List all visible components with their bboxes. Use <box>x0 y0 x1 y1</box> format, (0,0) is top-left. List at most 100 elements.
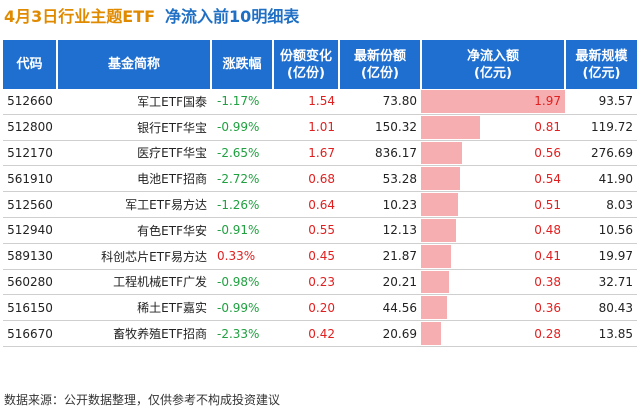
page-title: 4月3日行业主题ETF 净流入前10明细表 <box>4 4 299 30</box>
change-cell: -0.99% <box>211 294 273 322</box>
net-inflow-cell: 0.28 <box>421 320 565 347</box>
header-share-change-l1: 份额变化 <box>279 48 332 64</box>
latest-share-cell: 53.28 <box>339 165 421 193</box>
share-change-cell: 0.55 <box>273 217 339 244</box>
name-cell: 工程机械ETF广发 <box>57 269 211 296</box>
title-sub: 净流入前10明细表 <box>165 7 300 26</box>
net-inflow-cell: 1.97 <box>421 89 565 115</box>
table-row: 516150 稀土ETF嘉实 -0.99% 0.20 44.56 0.36 80.43 <box>3 294 637 322</box>
header-net-inflow: 净流入额 (亿元) <box>421 40 566 89</box>
table-row: 589130 科创芯片ETF易方达 0.33% 0.45 21.87 0.41 19.97 <box>3 243 637 270</box>
table-body: 512660 军工ETF国泰 -1.17% 1.54 73.80 1.97 93.57 512… <box>3 89 637 347</box>
name-cell: 银行ETF华宝 <box>57 114 211 141</box>
change-cell: -1.26% <box>211 191 273 218</box>
scale-cell: 41.90 <box>565 165 637 193</box>
net-inflow-value: 0.36 <box>534 300 561 315</box>
header-scale-l1: 最新规模 <box>575 48 628 64</box>
share-change-cell: 0.23 <box>273 269 339 296</box>
header-name: 基金简称 <box>57 40 212 89</box>
header-code: 代码 <box>3 40 58 89</box>
code-cell: 560280 <box>3 269 57 296</box>
share-change-cell: 1.54 <box>273 89 339 115</box>
share-change-cell: 0.45 <box>273 243 339 270</box>
table-row: 512170 医疗ETF华宝 -2.65% 1.67 836.17 0.56 276.69 <box>3 140 637 167</box>
etf-table: 代码 基金简称 涨跌幅 份额变化 (亿份) 最新份额 (亿份) 净流入额 (亿元) 最… <box>3 40 637 347</box>
code-cell: 516670 <box>3 320 57 347</box>
scale-cell: 80.43 <box>565 294 637 322</box>
header-latest-share-l1: 最新份额 <box>353 48 406 64</box>
net-inflow-value: 0.41 <box>534 249 561 264</box>
table-row: 512560 军工ETF易方达 -1.26% 0.64 10.23 0.51 8.03 <box>3 191 637 218</box>
net-inflow-value: 0.38 <box>534 274 561 289</box>
scale-cell: 10.56 <box>565 217 637 244</box>
change-cell: -2.65% <box>211 140 273 167</box>
header-share-change: 份额变化 (亿份) <box>273 40 340 89</box>
scale-cell: 13.85 <box>565 320 637 347</box>
table-row: 512800 银行ETF华宝 -0.99% 1.01 150.32 0.81 119.72 <box>3 114 637 141</box>
code-cell: 512170 <box>3 140 57 167</box>
net-inflow-value: 0.48 <box>534 223 561 238</box>
header-net-inflow-l2: (亿元) <box>474 65 512 81</box>
header-net-inflow-l1: 净流入额 <box>466 48 519 64</box>
name-cell: 军工ETF易方达 <box>57 191 211 218</box>
net-inflow-bar <box>421 141 462 165</box>
code-cell: 516150 <box>3 294 57 322</box>
header-share-change-l2: (亿份) <box>287 65 325 81</box>
net-inflow-value: 0.81 <box>534 120 561 135</box>
latest-share-cell: 10.23 <box>339 191 421 218</box>
table-row: 512660 军工ETF国泰 -1.17% 1.54 73.80 1.97 93.57 <box>3 89 637 115</box>
net-inflow-value: 1.97 <box>534 94 561 109</box>
net-inflow-cell: 0.51 <box>421 191 565 218</box>
net-inflow-value: 0.54 <box>534 171 561 186</box>
net-inflow-bar <box>421 296 448 320</box>
code-cell: 589130 <box>3 243 57 270</box>
net-inflow-bar <box>421 244 451 268</box>
net-inflow-bar <box>421 270 449 294</box>
header-scale: 最新规模 (亿元) <box>565 40 637 89</box>
code-cell: 561910 <box>3 165 57 193</box>
net-inflow-bar <box>421 115 481 139</box>
scale-cell: 276.69 <box>565 140 637 167</box>
scale-cell: 32.71 <box>565 269 637 296</box>
name-cell: 有色ETF华安 <box>57 217 211 244</box>
code-cell: 512800 <box>3 114 57 141</box>
header-change: 涨跌幅 <box>211 40 274 89</box>
name-cell: 电池ETF招商 <box>57 165 211 193</box>
share-change-cell: 0.42 <box>273 320 339 347</box>
name-cell: 科创芯片ETF易方达 <box>57 243 211 270</box>
change-cell: -0.99% <box>211 114 273 141</box>
net-inflow-bar <box>421 90 565 113</box>
share-change-cell: 0.64 <box>273 191 339 218</box>
latest-share-cell: 21.87 <box>339 243 421 270</box>
table-row: 516670 畜牧养殖ETF招商 -2.33% 0.42 20.69 0.28 13.85 <box>3 320 637 347</box>
name-cell: 医疗ETF华宝 <box>57 140 211 167</box>
header-latest-share: 最新份额 (亿份) <box>339 40 422 89</box>
latest-share-cell: 44.56 <box>339 294 421 322</box>
net-inflow-bar <box>421 218 457 242</box>
header-latest-share-l2: (亿份) <box>361 65 399 81</box>
change-cell: -2.33% <box>211 320 273 347</box>
latest-share-cell: 150.32 <box>339 114 421 141</box>
net-inflow-value: 0.28 <box>534 326 561 341</box>
table-header-row: 代码 基金简称 涨跌幅 份额变化 (亿份) 最新份额 (亿份) 净流入额 (亿元) 最… <box>3 40 637 89</box>
change-cell: -0.98% <box>211 269 273 296</box>
title-main: 4月3日行业主题ETF <box>4 7 156 26</box>
latest-share-cell: 836.17 <box>339 140 421 167</box>
net-inflow-bar <box>421 167 461 191</box>
scale-cell: 119.72 <box>565 114 637 141</box>
latest-share-cell: 73.80 <box>339 89 421 115</box>
source-note: 数据来源：公开数据整理，仅供参考不构成投资建议 <box>4 393 281 407</box>
net-inflow-cell: 0.54 <box>421 165 565 193</box>
header-scale-l2: (亿元) <box>582 65 621 81</box>
share-change-cell: 0.68 <box>273 165 339 193</box>
table-row: 561910 电池ETF招商 -2.72% 0.68 53.28 0.54 41.90 <box>3 165 637 193</box>
net-inflow-cell: 0.38 <box>421 269 565 296</box>
latest-share-cell: 20.69 <box>339 320 421 347</box>
net-inflow-cell: 0.56 <box>421 140 565 167</box>
latest-share-cell: 20.21 <box>339 269 421 296</box>
name-cell: 军工ETF国泰 <box>57 89 211 115</box>
change-cell: -2.72% <box>211 165 273 193</box>
change-cell: -1.17% <box>211 89 273 115</box>
scale-cell: 19.97 <box>565 243 637 270</box>
net-inflow-cell: 0.48 <box>421 217 565 244</box>
